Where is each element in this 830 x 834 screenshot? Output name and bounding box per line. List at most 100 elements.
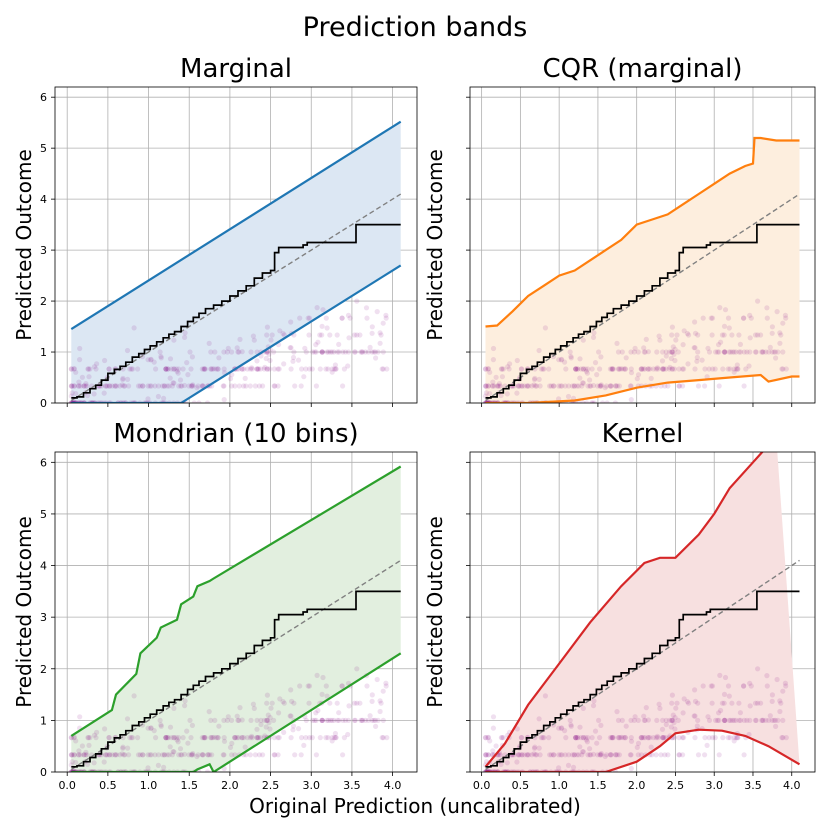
scatter-point	[152, 383, 158, 389]
scatter-point	[339, 315, 345, 321]
scatter-point	[519, 735, 525, 741]
scatter-point	[493, 374, 499, 380]
scatter-point	[81, 383, 87, 389]
axes-frame	[54, 86, 418, 404]
scatter-point	[362, 349, 368, 355]
scatter-point	[483, 383, 489, 389]
scatter-point	[178, 752, 184, 758]
scatter-point	[700, 315, 706, 321]
scatter-point	[373, 723, 379, 730]
scatter-point	[718, 707, 724, 714]
scatter-point	[69, 759, 75, 765]
scatter-point	[595, 752, 601, 758]
scatter-point	[774, 676, 780, 683]
scatter-point	[360, 349, 366, 355]
scatter-point	[702, 735, 708, 741]
scatter-point	[613, 752, 619, 758]
scatter-point	[117, 383, 123, 389]
scatter-point	[490, 714, 497, 720]
scatter-point	[669, 692, 676, 698]
scatter-point	[573, 735, 579, 741]
scatter-point	[669, 324, 676, 330]
scatter-point	[537, 752, 543, 758]
scatter-point	[574, 383, 580, 389]
scatter-point	[695, 383, 702, 389]
scatter-point	[258, 721, 264, 728]
scatter-point	[106, 366, 112, 372]
scatter-point	[672, 726, 678, 732]
scatter-point	[587, 383, 593, 389]
scatter-point	[640, 366, 647, 372]
scatter-point	[695, 700, 701, 706]
scatter-point	[225, 714, 231, 720]
scatter-point	[721, 717, 728, 724]
scatter-point	[729, 700, 735, 706]
axes-frame	[54, 451, 418, 773]
scatter-point	[210, 735, 216, 741]
scatter-point	[71, 752, 78, 758]
scatter-point	[485, 383, 491, 389]
scatter-points	[68, 298, 390, 403]
scatter-point	[369, 717, 375, 724]
scatter-point	[514, 759, 520, 765]
scatter-point	[720, 735, 726, 741]
band-upper-line	[70, 120, 402, 331]
scatter-point	[186, 383, 192, 389]
scatter-point	[584, 370, 591, 376]
scatter-point	[362, 717, 368, 724]
scatter-point	[208, 735, 214, 741]
scatter-point	[135, 735, 141, 741]
scatter-point	[614, 383, 620, 389]
scatter-point	[127, 366, 133, 372]
scatter-point	[704, 742, 710, 749]
scatter-point	[69, 383, 75, 389]
scatter-point	[628, 735, 634, 741]
scatter-point	[591, 330, 597, 336]
scatter-point	[76, 748, 82, 754]
scatter-point	[190, 382, 196, 388]
scatter-point	[567, 349, 573, 355]
panel-marginal: 0 1 2 3 4 5 6 Marginal Predicted Outcome	[12, 54, 418, 410]
scatter-point	[692, 687, 698, 693]
scatter-point	[778, 700, 784, 706]
scatter-point	[721, 349, 728, 355]
scatter-point	[733, 735, 739, 741]
scatter-point	[721, 332, 727, 338]
scatter-point	[708, 683, 714, 689]
scatter-point	[155, 383, 162, 389]
scatter-point	[188, 366, 194, 372]
scatter-point	[313, 752, 319, 758]
scatter-point	[380, 366, 386, 372]
scatter-point	[171, 366, 177, 372]
scatter-point	[715, 349, 721, 355]
scatter-point	[351, 700, 358, 706]
scatter-point	[83, 749, 89, 756]
scatter-point	[603, 752, 610, 758]
scatter-point	[670, 349, 676, 355]
scatter-point	[607, 752, 613, 758]
scatter-point	[297, 315, 303, 321]
scatter-point	[352, 349, 358, 355]
scatter-point	[735, 735, 741, 741]
scatter-point	[667, 349, 673, 355]
scatter-point	[775, 717, 781, 724]
scatter-point	[377, 330, 383, 336]
scatter-point	[645, 366, 651, 372]
scatter-point	[580, 749, 586, 755]
scatter-point	[569, 752, 576, 758]
scatter-point	[733, 717, 739, 724]
scatter-point	[712, 735, 718, 741]
scatter-point	[598, 752, 604, 758]
scatter-point	[69, 752, 75, 758]
scatter-point	[177, 377, 184, 383]
scatter-point	[506, 366, 512, 372]
scatter-point	[580, 366, 587, 372]
scatter-point	[331, 735, 337, 741]
scatter-point	[737, 710, 744, 716]
scatter-point	[303, 366, 309, 372]
scatter-point	[779, 735, 785, 741]
scatter-point	[244, 366, 251, 372]
scatter-point	[729, 349, 736, 355]
scatter-point	[722, 674, 729, 681]
scatter-point	[271, 383, 277, 389]
